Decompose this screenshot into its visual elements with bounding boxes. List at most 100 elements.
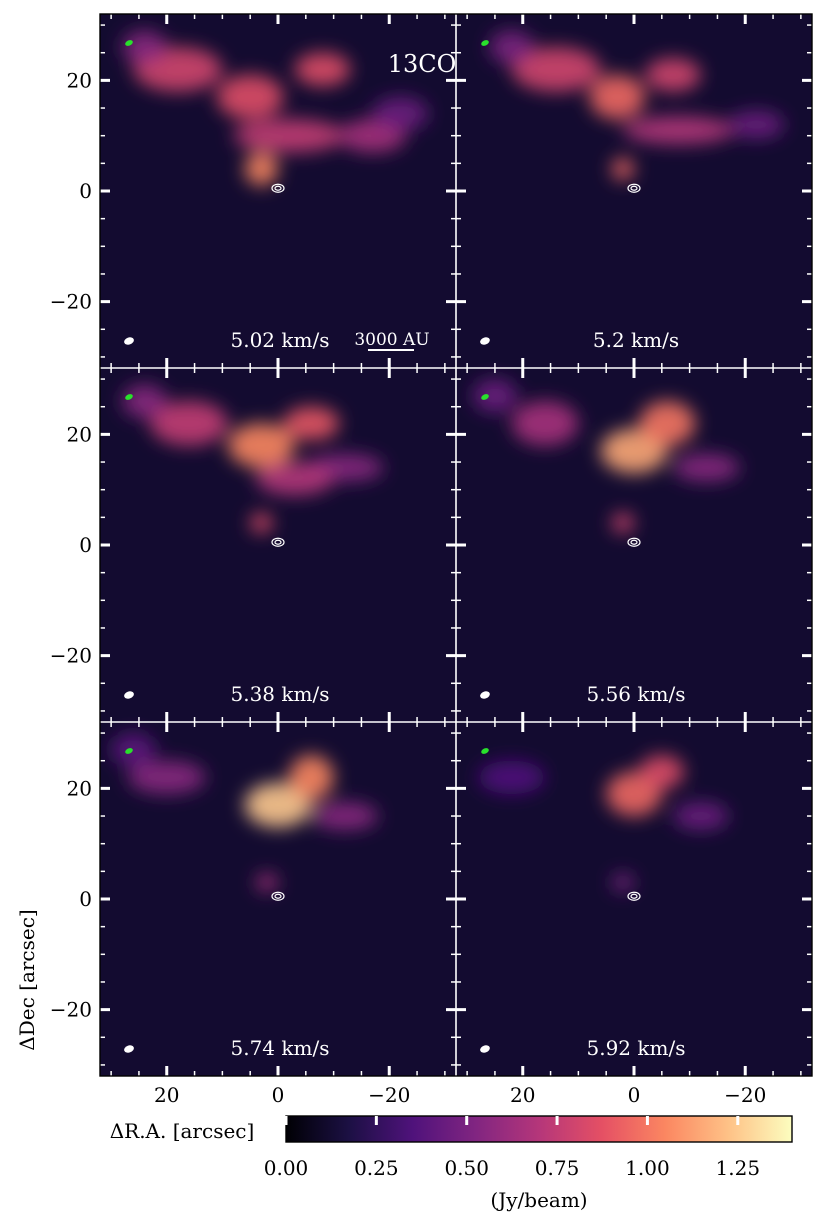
emission-blob: [244, 152, 278, 186]
colorbar-tick-label: 1.00: [625, 1156, 670, 1180]
continuum-contour: [627, 891, 641, 901]
emission-layer: [478, 755, 729, 892]
emission-blob: [244, 782, 312, 828]
emission-blob: [372, 96, 429, 131]
emission-blob: [122, 30, 167, 64]
velocity-label: 5.02 km/s: [231, 328, 330, 352]
beam-ellipse-green: [481, 748, 489, 754]
figure-frame: [99, 13, 813, 1077]
beam-ellipse: [124, 691, 134, 699]
emission-blob: [511, 401, 579, 446]
x-axis-label: ΔR.A. [arcsec]: [110, 1119, 255, 1143]
x-tick-label: 20: [510, 1083, 535, 1107]
channel-panel: 5.02 km/s 13CO 3000 AU: [100, 14, 456, 368]
panel-background: [456, 368, 812, 722]
channel-panel: 5.56 km/s: [456, 368, 812, 722]
panel-ticks: [456, 14, 812, 368]
y-tick-label: −20: [50, 290, 92, 314]
x-tick-label: 0: [628, 1083, 641, 1107]
colorbar-tick-label: 0.25: [354, 1156, 399, 1180]
emission-blob: [511, 47, 601, 92]
channel-panels: 5.02 km/s 13CO 3000 AU 5.2 km/s 5.38 km/s 5.5…: [100, 14, 812, 1076]
velocity-label: 5.38 km/s: [231, 682, 330, 706]
continuum-contour: [271, 891, 285, 901]
panel-ticks: [100, 14, 456, 368]
y-tick-label: −20: [50, 644, 92, 668]
panel-background: [456, 14, 812, 368]
emission-blob: [250, 512, 273, 533]
emission-blob: [111, 732, 156, 767]
emission-blob: [294, 52, 351, 86]
colorbar-tick-label: 1.25: [716, 1156, 761, 1180]
emission-blob: [255, 461, 334, 496]
y-tick-label: 0: [79, 533, 92, 557]
continuum-contour: [274, 185, 282, 191]
beam-ellipse-green: [125, 748, 133, 754]
y-tick-label: 20: [67, 68, 92, 92]
emission-blob: [472, 378, 518, 413]
y-tick-label: 0: [79, 179, 92, 203]
x-tick-label: 20: [154, 1083, 179, 1107]
colorbar: 0.00 0.25 0.50 0.75 1.00 1.25 (Jy/beam): [264, 1115, 793, 1212]
emission-layer: [122, 30, 429, 186]
beam-ellipse-green: [481, 394, 489, 400]
emission-blob: [645, 58, 701, 92]
emission-blob: [622, 116, 735, 145]
emission-blob: [122, 384, 167, 418]
emission-blob: [478, 760, 545, 794]
colorbar-gradient: [285, 1115, 793, 1143]
beam-ellipse-green: [481, 40, 489, 46]
y-tick-label: −20: [50, 998, 92, 1022]
continuum-contour: [271, 183, 285, 193]
velocity-label: 5.92 km/s: [587, 1036, 686, 1060]
emission-blob: [611, 512, 634, 533]
beam-ellipse: [124, 1045, 134, 1053]
colorbar-label: (Jy/beam): [490, 1188, 587, 1212]
molecule-label: 13CO: [388, 50, 457, 78]
emission-blob: [227, 423, 295, 468]
x-tick-label: 0: [272, 1083, 285, 1107]
continuum-contour: [271, 537, 285, 547]
emission-layer: [122, 384, 384, 533]
velocity-label: 5.2 km/s: [593, 328, 679, 352]
beam-ellipse: [480, 691, 490, 699]
x-tick-label: −20: [368, 1083, 410, 1107]
emission-blob: [639, 755, 685, 789]
channel-panel: 5.74 km/s: [100, 722, 456, 1076]
channel-panel: 5.2 km/s: [456, 14, 812, 368]
emission-blob: [639, 401, 696, 446]
emission-blob: [311, 802, 379, 830]
continuum-contour: [627, 183, 641, 193]
emission-blob: [233, 119, 345, 153]
continuum-contour: [630, 893, 638, 899]
colorbar-tick-label: 0.00: [264, 1156, 309, 1180]
emission-blob: [672, 453, 740, 482]
emission-layer: [111, 732, 379, 892]
panel-ticks: [100, 368, 456, 722]
colorbar-tick-label: 0.75: [535, 1156, 580, 1180]
continuum-contour: [627, 537, 641, 547]
beam-ellipse: [480, 1045, 490, 1053]
plot-border: [99, 13, 813, 1077]
velocity-label: 5.74 km/s: [231, 1036, 330, 1060]
emission-layer: [489, 30, 785, 180]
scalebar-label: 3000 AU: [354, 330, 429, 350]
emission-blob: [611, 157, 634, 180]
colorbar-tick-label: 0.50: [444, 1156, 489, 1180]
beam-ellipse: [480, 337, 490, 345]
emission-blob: [255, 873, 278, 892]
y-axis-label: ΔDec [arcsec]: [15, 909, 39, 1050]
beam-ellipse: [124, 337, 134, 345]
emission-layer: [472, 378, 740, 533]
axes-labels: 20 0 −20 20 0 −20 20 0 −20 20 0 −20 20 0 −20 ΔR.A. [arc…: [15, 68, 766, 1143]
channel-panel: 5.38 km/s: [100, 368, 456, 722]
emission-blob: [283, 406, 340, 440]
velocity-label: 5.56 km/s: [587, 682, 686, 706]
continuum-contour: [274, 539, 282, 545]
beam-ellipse-green: [125, 40, 133, 46]
continuum-contour: [630, 539, 638, 545]
beam-ellipse-green: [125, 394, 133, 400]
y-tick-label: 20: [67, 776, 92, 800]
emission-blob: [127, 760, 206, 794]
